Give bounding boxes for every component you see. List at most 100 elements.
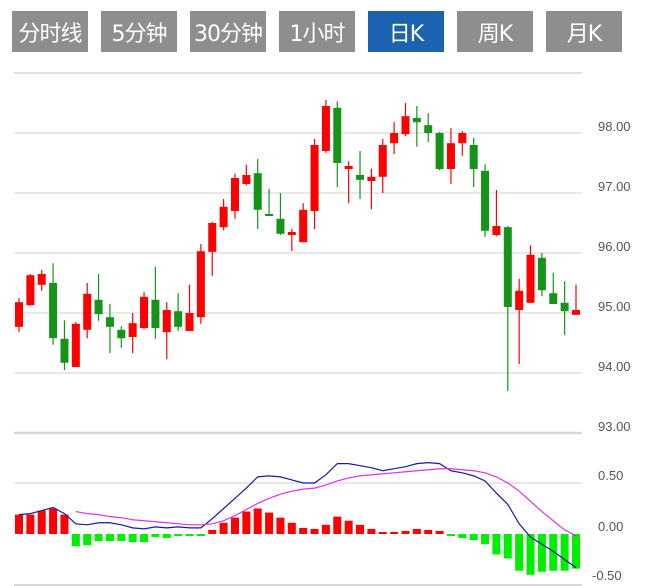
macd-histogram-bar [196,534,205,537]
candle-body [83,293,92,330]
macd-histogram-bar [83,534,92,546]
candle-body [572,310,580,315]
candle-body [287,232,296,235]
dif-line [18,461,577,569]
price-tick-label: 97.00 [598,179,631,194]
macd-histogram-bar [26,514,35,534]
candle-body [446,143,455,169]
macd-histogram-bar [128,534,137,543]
macd-histogram-bar [390,531,399,534]
macd-histogram-bar [174,534,183,537]
candle-body [333,107,342,163]
macd-histogram-bar [60,514,69,534]
price-tick-label: 96.00 [598,239,631,254]
price-tick-label: 95.00 [598,299,631,314]
macd-histogram-bar [140,534,149,543]
candle-body [15,302,23,327]
macd-histogram-bar [458,534,467,539]
tab-1hour[interactable]: 1小时 [279,11,355,52]
candle-body [71,323,80,367]
candle-body [367,176,376,181]
macd-histogram-bar [549,534,558,571]
candle-body [321,106,330,151]
macd-histogram-bar [230,517,239,534]
macd-histogram-bar [344,520,353,534]
macd-histogram-bar [219,522,228,534]
candle-body [128,323,137,337]
macd-tick-label: 0.50 [598,468,623,483]
macd-histogram-bar [321,524,330,534]
macd-histogram-bar [71,534,80,547]
candle-body [412,118,421,123]
candle-body [162,310,171,333]
candle-body [265,214,274,216]
macd-histogram-bar [446,534,455,537]
candle-body [230,178,239,211]
macd-histogram-bar [469,534,478,541]
candle-body [140,296,149,328]
candle-body [310,145,319,211]
macd-histogram-bar [515,534,524,571]
macd-histogram-bar [265,512,274,534]
macd-histogram-bar [560,534,569,571]
tab-intraday[interactable]: 分时线 [12,11,88,52]
candle-body [49,283,58,339]
candle-body [299,209,308,243]
candle-body [60,338,69,363]
macd-histogram-bar [367,528,376,534]
macd-histogram-bar [401,530,410,534]
candle-body [276,218,285,234]
macd-histogram-bar [253,508,262,534]
macd-histogram-bar [481,534,490,545]
macd-histogram-bar [492,534,501,555]
macd-histogram-bar [412,528,421,534]
tab-weekly-k[interactable]: 周K [457,11,533,52]
candle-body [242,175,251,184]
macd-histogram-bar [94,534,103,542]
macd-histogram-bar [333,516,342,534]
candle-body [469,145,478,169]
macd-tick-label: 0.00 [598,519,623,534]
macd-histogram-bar [208,529,217,534]
macd-histogram-bar [276,517,285,534]
macd-histogram-bar [37,510,46,534]
tab-5min[interactable]: 5分钟 [101,11,177,52]
candle-body [344,166,353,169]
macd-histogram-bar [378,531,387,534]
candle-body [196,251,205,318]
macd-histogram-bar [537,534,546,572]
tab-30min[interactable]: 30分钟 [190,11,266,52]
candle-body [424,125,433,133]
macd-histogram-bar [287,522,296,534]
candlesticks [15,100,580,391]
macd-histogram-bar [151,534,160,538]
macd-histogram-bar [185,534,194,537]
gridlines [14,72,582,586]
price-tick-label: 94.00 [598,359,631,374]
tab-monthly-k[interactable]: 月K [546,11,622,52]
macd-histogram-bar [15,514,23,534]
price-tick-label: 93.00 [598,419,631,434]
candle-body [356,175,365,180]
axis-labels: 98.00 97.00 96.00 95.00 94.00 93.00 0.50… [592,119,631,583]
candle-body [378,145,387,177]
candle-body [458,133,467,144]
macd-histogram-bar [105,534,114,542]
dea-line [75,468,577,537]
macd-histogram-bar [49,508,58,534]
candle-body [185,313,194,331]
candle-body [526,254,535,303]
candle-body [208,223,217,252]
candle-body [37,274,46,285]
candle-body [94,299,103,315]
candle-body [174,311,183,327]
candle-body [390,133,399,144]
price-tick-label: 98.00 [598,119,631,134]
candle-body [435,133,444,169]
macd-histogram-bar [162,534,171,539]
macd-panel [15,461,580,575]
macd-histogram-bar [310,528,319,534]
macd-histogram-bar [526,534,535,575]
tab-daily-k[interactable]: 日K [368,11,444,52]
macd-histogram-bar [299,527,308,534]
